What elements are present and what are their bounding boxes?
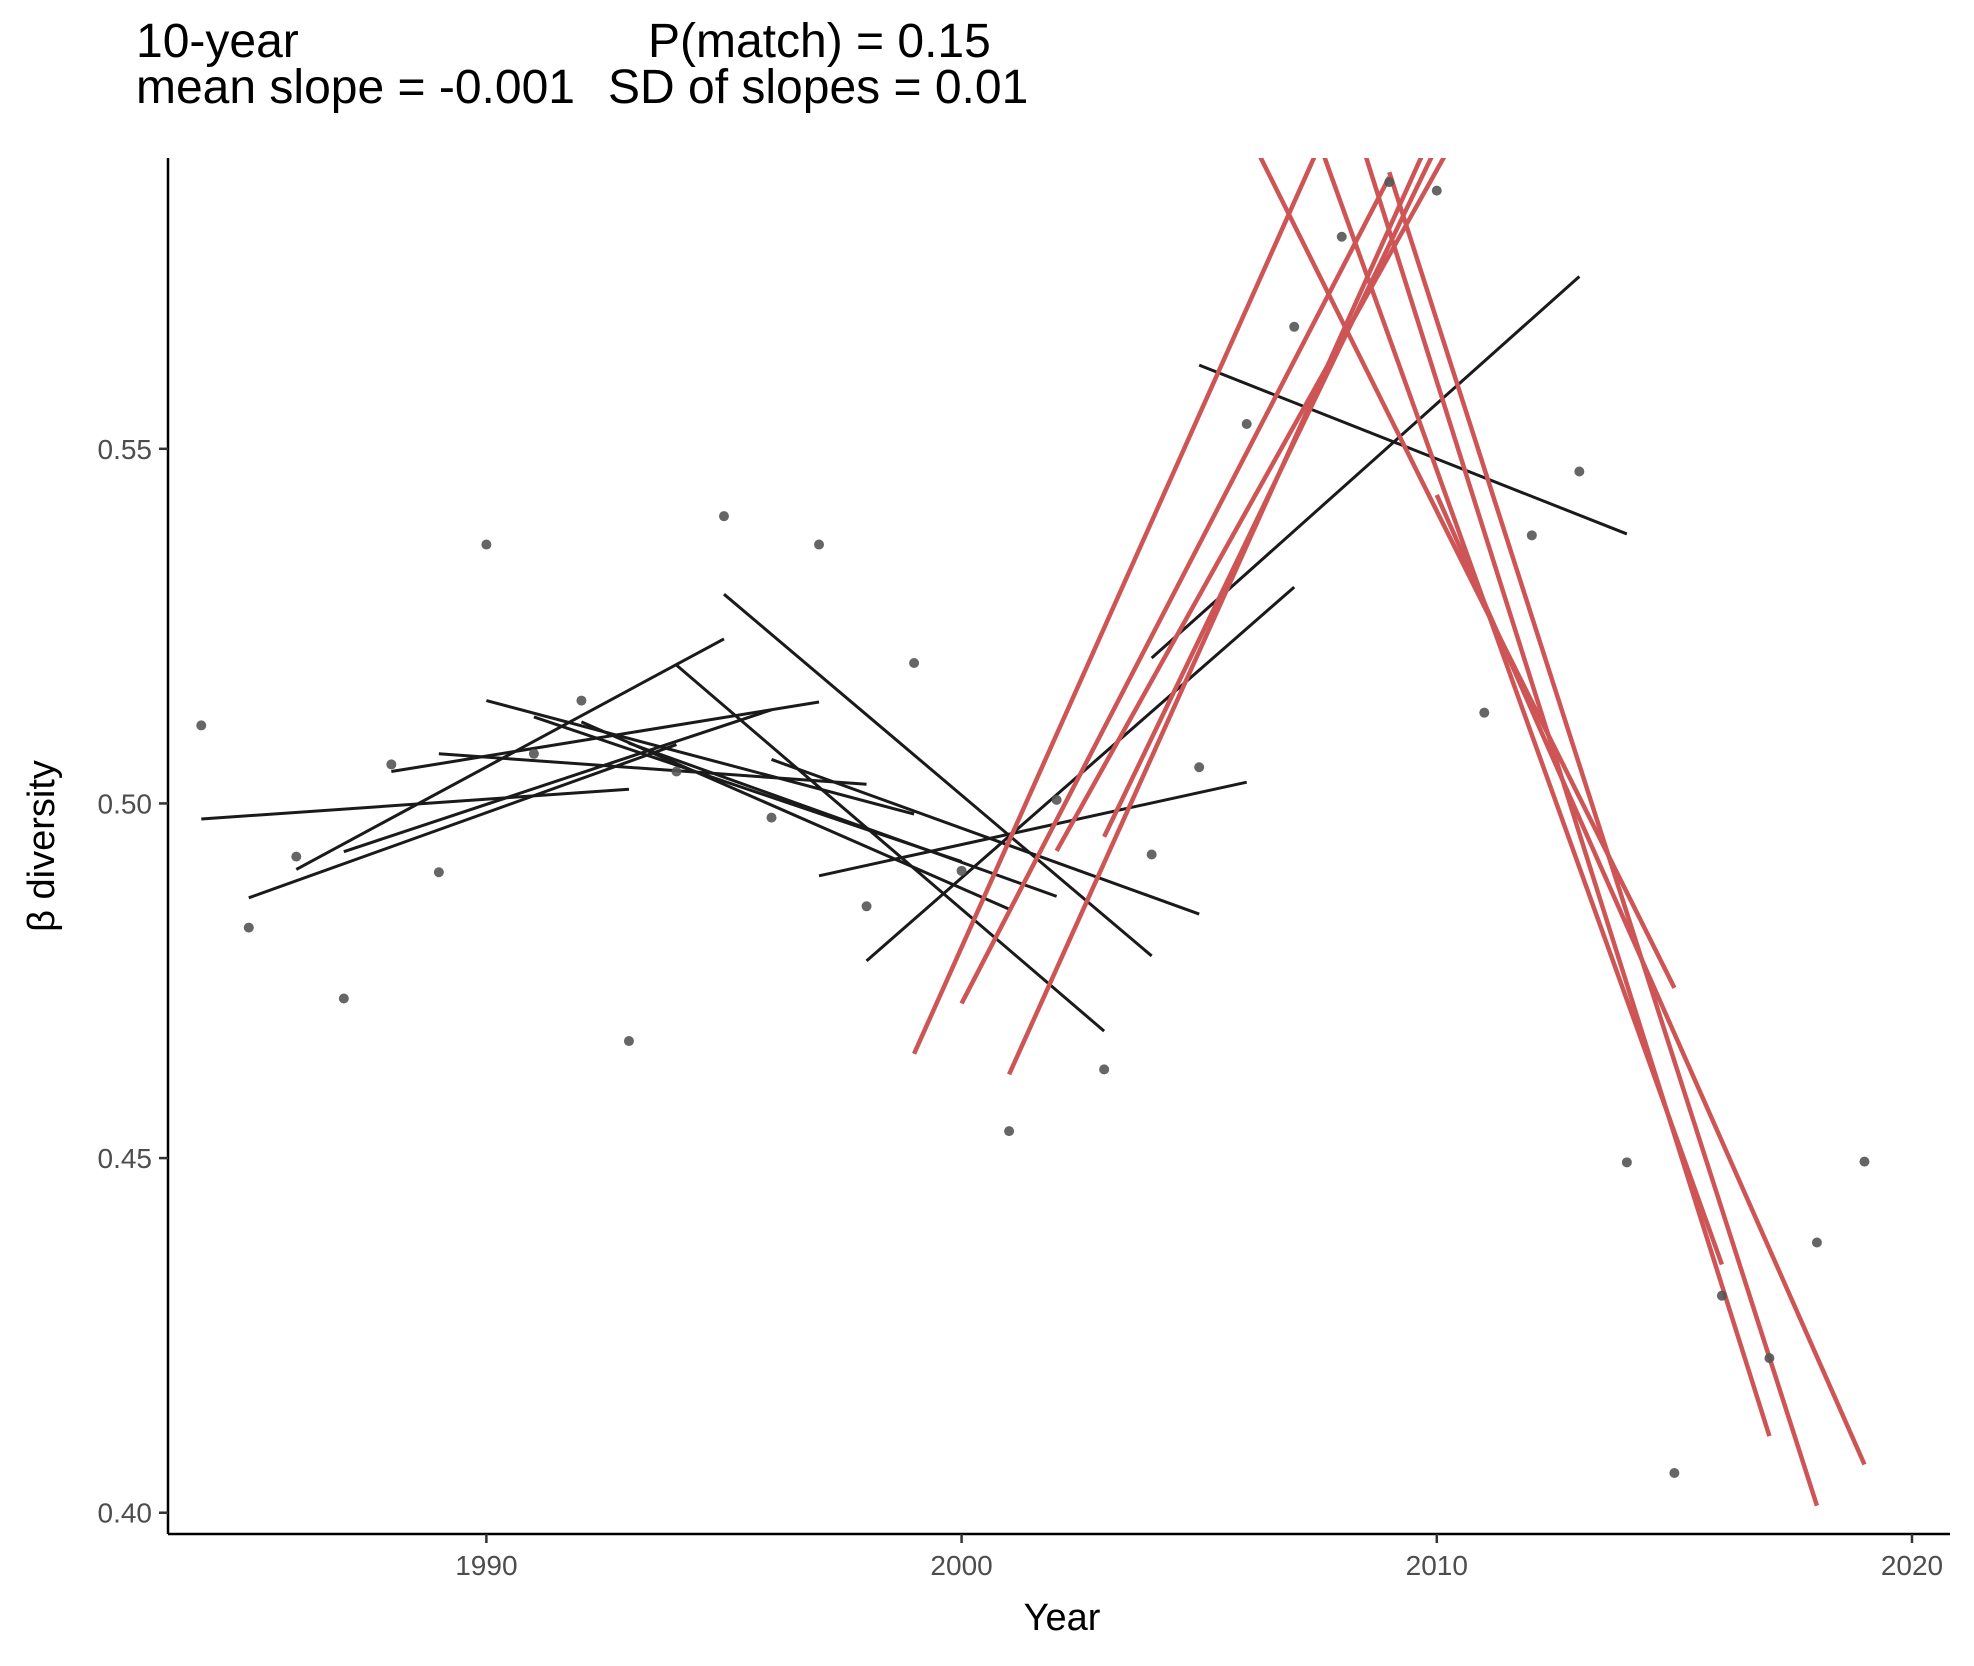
data-point <box>481 539 492 550</box>
data-point <box>1621 1157 1632 1168</box>
x-tick-label: 1990 <box>455 1550 517 1581</box>
y-axis-title: β diversity <box>21 760 63 932</box>
ticks-layer: 1990 2000 2010 2020 0.40 0.45 0.50 0.55 <box>98 434 1944 1581</box>
y-tick-label: 0.45 <box>98 1143 153 1174</box>
matched-fit-line <box>959 176 1392 1005</box>
fit-line <box>675 663 1106 1033</box>
data-point <box>1479 707 1490 718</box>
fit-line <box>295 637 725 871</box>
data-point <box>1336 231 1347 242</box>
data-point <box>1811 1237 1822 1248</box>
y-tick-label: 0.55 <box>98 434 153 465</box>
data-point <box>766 812 777 823</box>
y-tick-label: 0.40 <box>98 1498 153 1529</box>
data-point <box>386 759 397 770</box>
data-point <box>956 865 967 876</box>
data-point <box>433 867 444 878</box>
matched-fit-line <box>1102 158 1434 838</box>
subtitle-window-label: 10-year <box>136 15 299 68</box>
data-point <box>1669 1468 1680 1479</box>
subtitle-sd-slopes: SD of slopes = 0.01 <box>608 61 1029 114</box>
data-point <box>1099 1064 1110 1075</box>
fit-line <box>248 743 677 900</box>
data-point <box>671 766 682 777</box>
data-point <box>814 539 825 550</box>
data-point <box>1194 762 1205 773</box>
fit-line <box>628 741 1058 898</box>
fit-line <box>343 708 772 854</box>
data-point <box>861 901 872 912</box>
data-point <box>1764 1353 1775 1364</box>
fit-line <box>1198 363 1628 536</box>
data-point <box>909 658 920 669</box>
fit-line <box>391 700 820 774</box>
x-axis-title: Year <box>1024 1597 1101 1639</box>
data-point <box>1241 418 1252 429</box>
matched-fit-line <box>1054 158 1447 853</box>
data-point <box>718 511 729 522</box>
fit-lines-layer <box>201 275 1628 1033</box>
fit-line <box>723 593 1153 958</box>
data-point <box>1574 466 1585 477</box>
data-point <box>1004 1126 1015 1137</box>
data-point <box>1289 321 1300 332</box>
data-point <box>196 720 207 731</box>
fit-line <box>770 758 1200 916</box>
points-layer <box>196 177 1870 1479</box>
matched-fit-line <box>1007 158 1424 1076</box>
x-tick-label: 2000 <box>930 1550 992 1581</box>
matched-fit-line <box>1387 171 1820 1507</box>
data-point <box>243 922 254 933</box>
data-point <box>291 851 302 862</box>
fit-line <box>438 752 867 786</box>
matched-fit-line <box>1363 158 1772 1437</box>
data-point <box>1146 849 1157 860</box>
axes-layer <box>166 158 1950 1536</box>
data-point <box>1384 177 1395 188</box>
matched-fit-line <box>912 158 1317 1055</box>
data-point <box>576 695 587 706</box>
fit-line <box>818 780 1248 878</box>
data-point <box>1431 185 1442 196</box>
data-point <box>528 748 539 759</box>
data-point <box>338 993 349 1004</box>
subtitle-p-match: P(match) = 0.15 <box>648 15 991 68</box>
matched-fit-line <box>1434 493 1867 1466</box>
data-point <box>1526 530 1537 541</box>
data-point <box>1859 1156 1870 1167</box>
y-tick-label: 0.50 <box>98 788 153 819</box>
matched-lines-layer <box>912 158 1867 1507</box>
x-tick-label: 2020 <box>1881 1550 1943 1581</box>
fit-line <box>485 699 915 816</box>
x-tick-label: 2010 <box>1406 1550 1468 1581</box>
data-point <box>1051 794 1062 805</box>
subtitle-mean-slope: mean slope = -0.001 <box>136 61 575 114</box>
data-point <box>623 1036 634 1047</box>
data-point <box>1716 1290 1727 1301</box>
